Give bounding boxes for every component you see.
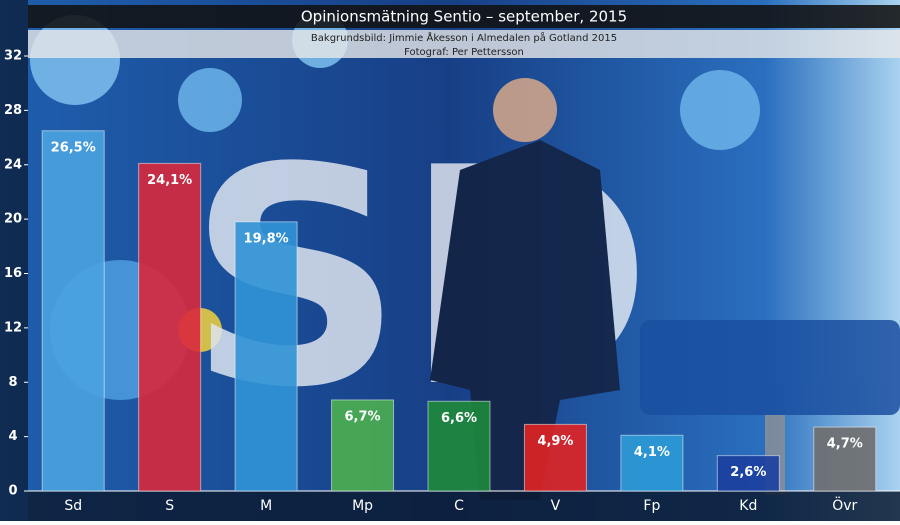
y-tick-label: 8 [8,375,17,390]
value-label: 19,8% [244,231,289,246]
y-tick-label: 28 [4,103,22,118]
bar [523,423,587,492]
x-tick-label: Kd [739,498,757,514]
x-tick-label: V [551,498,561,514]
subtitle-band [28,30,900,58]
y-tick-label: 24 [4,157,22,172]
x-tick-label: M [260,498,272,514]
x-tick-label: Övr [832,496,857,514]
y-tick-label: 4 [8,429,17,444]
chart-title: Opinionsmätning Sentio – september, 2015 [301,8,627,26]
bar [41,130,105,492]
y-tick-label: 16 [4,266,22,281]
bar [813,426,877,492]
bar [138,162,202,492]
value-label: 4,7% [827,437,863,452]
bar [716,455,780,492]
y-tick-label: 32 [4,49,22,64]
y-tick-label: 0 [8,484,17,499]
bar [234,221,298,492]
value-label: 2,6% [730,465,766,480]
value-label: 6,7% [345,409,381,424]
y-tick-label: 20 [4,212,22,227]
y-axis-band [0,0,28,521]
value-label: 26,5% [51,140,96,155]
value-label: 4,1% [634,445,670,460]
x-tick-label: C [454,498,464,514]
bar [620,434,684,492]
bar [427,400,491,492]
x-tick-label: Mp [352,498,373,514]
y-tick-label: 12 [4,320,22,335]
bar [331,399,395,492]
title-band [28,5,900,28]
x-tick-label: S [165,498,174,514]
chart-subtitle: Fotograf: Per Pettersson [404,47,524,58]
x-tick-label: Sd [64,498,82,514]
value-label: 6,6% [441,411,477,426]
x-tick-label: Fp [643,498,660,514]
x-axis-band [28,491,900,521]
chart-subtitle: Bakgrundsbild: Jimmie Åkesson i Almedale… [311,31,617,44]
value-label: 24,1% [147,173,192,188]
value-label: 4,9% [537,434,573,449]
